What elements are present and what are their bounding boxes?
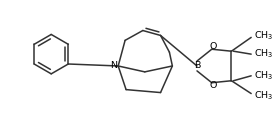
- Text: O: O: [209, 42, 216, 51]
- Text: O: O: [209, 81, 216, 90]
- Text: CH$_3$: CH$_3$: [254, 48, 274, 60]
- Text: CH$_3$: CH$_3$: [254, 89, 274, 102]
- Text: B: B: [194, 61, 200, 71]
- Text: N: N: [110, 61, 117, 71]
- Text: CH$_3$: CH$_3$: [254, 70, 274, 82]
- Text: CH$_3$: CH$_3$: [254, 29, 274, 42]
